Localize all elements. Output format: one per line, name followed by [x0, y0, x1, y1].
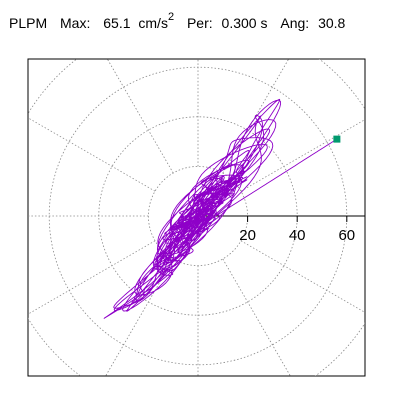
tick-label: 60: [338, 227, 355, 244]
orbit-path: [103, 98, 338, 319]
app-label: PLPM: [9, 14, 48, 31]
grid-spoke: [106, 59, 174, 174]
period-value: 0.300 s: [221, 14, 268, 31]
angle-label: Ang:: [280, 14, 310, 31]
grid-spoke: [28, 240, 156, 315]
max-unit-exponent: 2: [167, 11, 175, 23]
max-unit: cm/s2: [138, 11, 175, 31]
orbit-trace: [103, 98, 338, 319]
grid-spoke: [28, 117, 156, 192]
peak-marker-group: [333, 135, 341, 143]
max-label: Max:: [60, 14, 91, 31]
grid-spoke: [240, 119, 365, 192]
grid-spoke: [222, 258, 291, 376]
period-label: Per:: [186, 14, 213, 31]
max-value: 65.1: [103, 14, 131, 31]
radial-ticks: 20 40 60: [239, 216, 355, 244]
tick-label: 20: [239, 227, 256, 244]
peak-marker: [333, 135, 341, 143]
header: PLPM Max: 65.1 cm/s2 Per: 0.300 s Ang: 3…: [9, 11, 346, 35]
grid-spoke: [240, 240, 365, 313]
tick-label: 40: [289, 227, 306, 244]
angle-value: 30.8: [318, 14, 346, 31]
plot-frame: [27, 58, 366, 377]
